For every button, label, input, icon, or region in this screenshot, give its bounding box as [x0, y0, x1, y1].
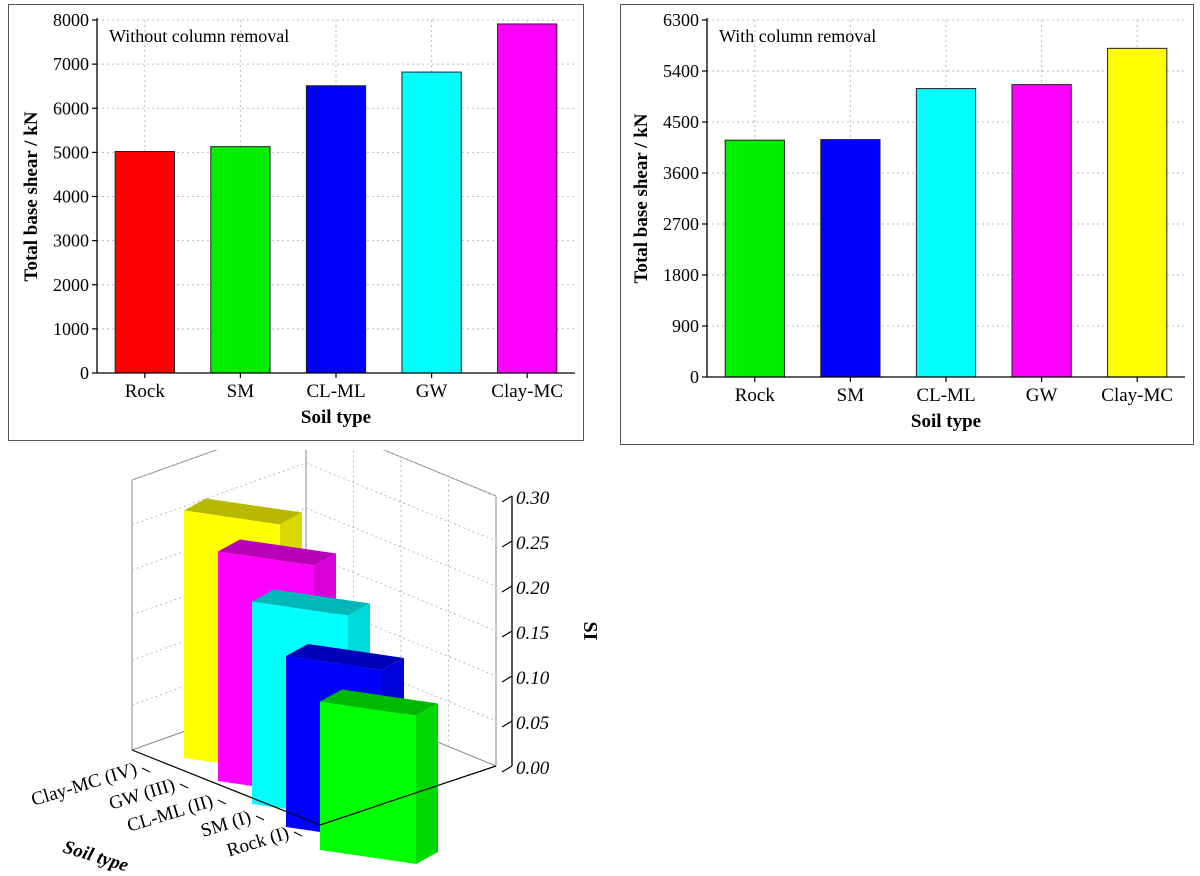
x-tick-label: Clay-MC — [1101, 385, 1173, 406]
bar-cl-ml — [915, 88, 977, 378]
bar-clay-mc-top — [184, 498, 302, 525]
y-axis-title: Total base shear / kN — [631, 113, 652, 283]
grid-line-back — [305, 642, 497, 722]
si-tick — [501, 585, 513, 593]
frame-edge — [131, 450, 218, 481]
y-tick-label: 0 — [80, 363, 89, 383]
si-axis-title: SI — [579, 622, 601, 641]
y-tick-label: 3000 — [53, 231, 89, 251]
y-tick-label: 8000 — [53, 10, 89, 30]
bar-cl-ml — [305, 85, 367, 374]
grid-line-side — [131, 450, 218, 481]
si-tick-label: 0.20 — [516, 578, 550, 599]
chart-panel-si-3d: 0.00 0.05 0.10 0.15 0.20 0.25 0.30 SI Clay-MC (I… — [4, 450, 644, 876]
chart-panel-without-removal: 0 1000 2000 3000 4000 5000 6000 7000 8000 Rock SM C… — [8, 4, 584, 441]
x-axis-title: Soil type — [911, 411, 981, 432]
grid-line-side — [131, 597, 307, 661]
grid-line-side — [131, 462, 307, 526]
y-tick-label: 5000 — [53, 142, 89, 162]
y-tick-label: 6000 — [53, 98, 89, 118]
category-axis-title: Soil type — [61, 837, 132, 876]
x-tick-label: CL-ML — [306, 381, 365, 402]
bar-clay-mc — [497, 23, 558, 374]
grid-line-side — [131, 642, 307, 706]
chart-panel-with-removal: 0 900 1800 2700 3600 4500 5400 6300 Rock SM CL-ML G… — [620, 4, 1194, 445]
bar-chart-without-removal: 0 1000 2000 3000 4000 5000 6000 7000 8000 Rock SM C… — [21, 10, 575, 428]
y-tick-label: 3600 — [663, 163, 699, 183]
si-tick-label: 0.25 — [516, 533, 549, 554]
bar-sm-top — [286, 644, 404, 670]
y-tick-label: 0 — [690, 367, 699, 387]
grid-line-side — [131, 552, 307, 616]
floor-edge — [131, 749, 321, 826]
bar-rock-side — [416, 703, 438, 864]
chart-annotation: Without column removal — [109, 26, 289, 46]
bar-clay-mc — [1107, 47, 1168, 378]
chart-annotation: With column removal — [719, 26, 876, 46]
si-tick — [501, 675, 513, 683]
si-tick-label: 0.05 — [516, 713, 549, 734]
category-tick — [179, 783, 189, 789]
grid-line-back — [305, 462, 497, 542]
bar-rock — [320, 701, 416, 864]
y-tick-label: 1800 — [663, 265, 699, 285]
bar-chart-with-removal: 0 900 1800 2700 3600 4500 5400 6300 Rock SM CL-ML G… — [631, 10, 1185, 432]
category-tick — [293, 831, 303, 837]
grid-line-side — [131, 507, 307, 571]
x-tick-label: GW — [416, 381, 448, 402]
y-tick-label: 4500 — [663, 112, 699, 132]
y-axis-title: Total base shear / kN — [21, 111, 42, 281]
y-tick-label: 900 — [672, 316, 699, 336]
grid-line-back — [305, 552, 497, 632]
si-tick — [501, 495, 513, 503]
y-tick-label: 5400 — [663, 61, 699, 81]
bar-rock — [724, 139, 785, 378]
bar-rock — [114, 150, 175, 374]
si-tick — [501, 630, 513, 638]
y-tick-label: 2000 — [53, 275, 89, 295]
x-tick-label: Clay-MC — [491, 381, 563, 402]
si-tick-label: 0.10 — [516, 668, 550, 689]
si-tick-label: 0.00 — [516, 758, 550, 779]
grid-line-back — [305, 507, 497, 587]
si-tick — [501, 765, 513, 773]
y-tick-label: 7000 — [53, 54, 89, 74]
bar-sm — [210, 146, 271, 374]
bar-sm — [820, 139, 881, 378]
x-tick-label: Rock — [125, 381, 166, 402]
bar-gw-top — [218, 539, 336, 566]
category-tick — [141, 767, 151, 773]
y-tick-label: 6300 — [663, 10, 699, 30]
si-tick-label: 0.15 — [516, 623, 549, 644]
frame-edge — [382, 450, 497, 497]
si-tick-label: 0.30 — [516, 488, 550, 509]
x-tick-label: Rock — [735, 385, 776, 406]
y-tick-label: 4000 — [53, 187, 89, 207]
bar-gw — [401, 71, 462, 374]
grid-line-back — [382, 450, 497, 497]
bar-cl-ml-top — [252, 589, 370, 616]
bar-gw — [1011, 84, 1072, 378]
floor-edge — [319, 765, 497, 826]
bar-rock-top — [320, 689, 438, 716]
si-tick — [501, 540, 513, 548]
x-axis-title: Soil type — [301, 407, 371, 428]
category-tick — [255, 815, 265, 821]
x-tick-label: GW — [1026, 385, 1058, 406]
x-tick-label: SM — [227, 381, 255, 402]
x-tick-label: SM — [837, 385, 865, 406]
category-tick — [217, 799, 227, 805]
x-tick-label: CL-ML — [916, 385, 975, 406]
si-tick — [501, 720, 513, 728]
y-tick-label: 2700 — [663, 214, 699, 234]
y-tick-label: 1000 — [53, 319, 89, 339]
grid-line-back — [305, 597, 497, 677]
